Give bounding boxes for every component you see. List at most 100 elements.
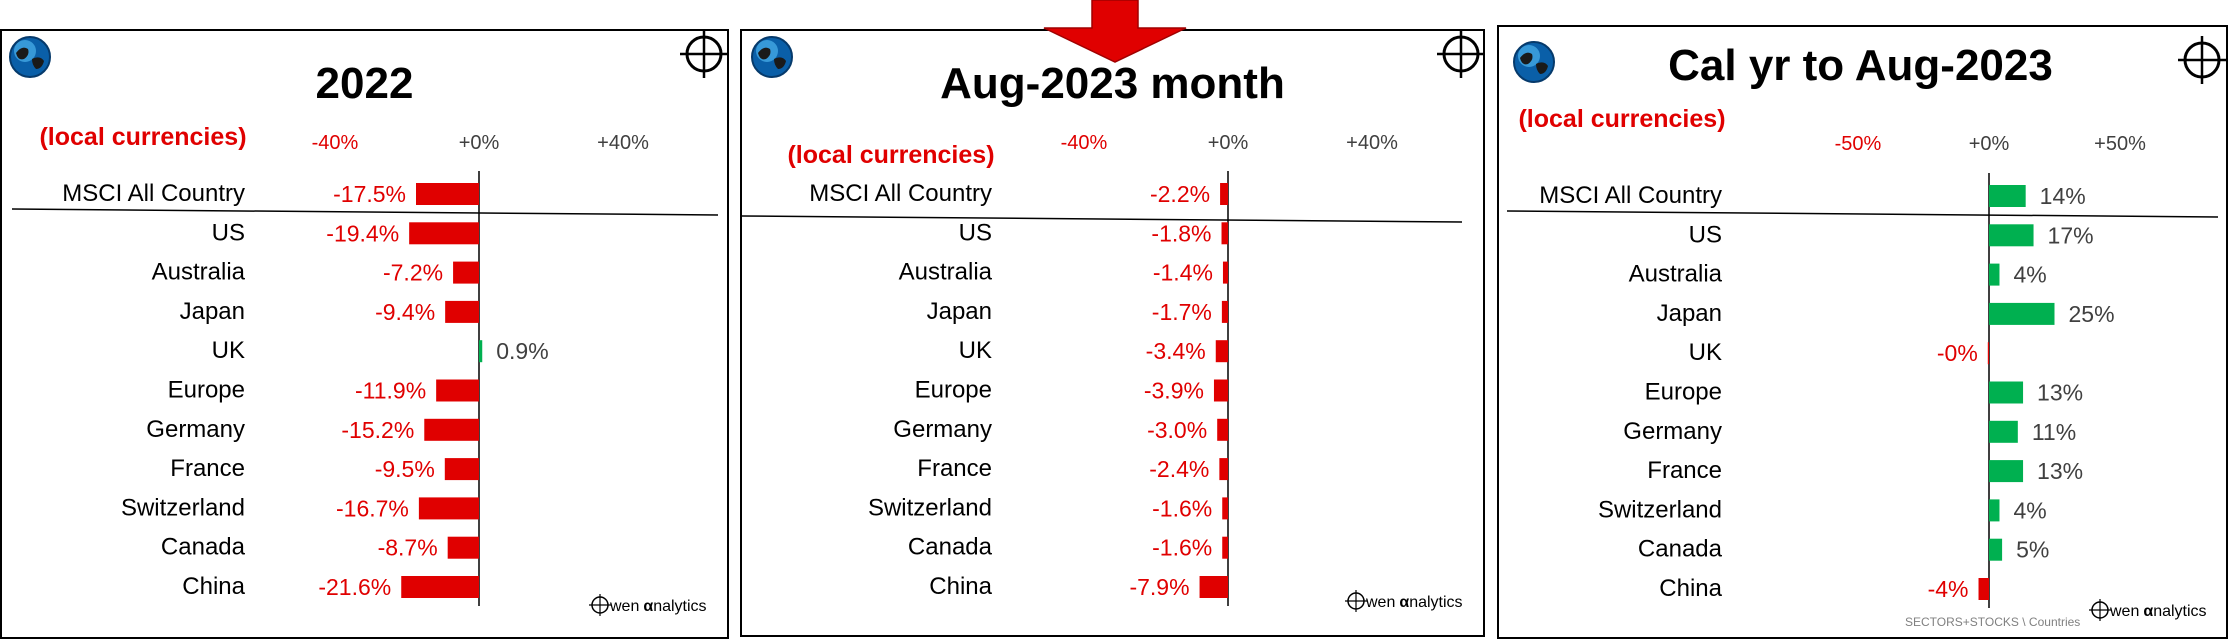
data-label: -11.9%: [355, 378, 426, 404]
category-label: China: [1659, 575, 1722, 602]
data-label: -17.5%: [333, 181, 406, 207]
bar: [1989, 302, 2055, 325]
data-label: -3.9%: [1144, 378, 1204, 404]
brand-alpha: α: [1399, 594, 1409, 611]
category-label: UK: [959, 337, 992, 364]
category-label: US: [959, 219, 992, 246]
data-label: -0%: [1937, 340, 1978, 366]
category-label: Australia: [152, 259, 246, 286]
bar: [1222, 497, 1228, 520]
data-label: 13%: [2037, 458, 2083, 484]
category-label: Germany: [146, 416, 245, 443]
category-label: Europe: [915, 377, 992, 404]
tick-label: +0%: [1208, 132, 1249, 154]
data-label: -9.4%: [375, 299, 435, 325]
bar: [424, 418, 479, 441]
bar: [409, 222, 479, 245]
bar: [1989, 420, 2018, 443]
bar: [1989, 185, 2026, 207]
category-label: UK: [1689, 339, 1722, 366]
data-label: -3.4%: [1146, 338, 1206, 364]
panel-frame: [740, 29, 1485, 637]
tick-label: -40%: [312, 132, 359, 154]
brand-name: wen αnalytics: [2109, 603, 2207, 620]
category-label: Switzerland: [1598, 496, 1722, 523]
crosshair-icon: [680, 30, 728, 78]
bar: [1199, 576, 1228, 598]
category-label: China: [929, 573, 992, 600]
brand-name-part: wen: [609, 598, 639, 615]
tick-label: +0%: [1969, 133, 2010, 155]
bar: [1989, 381, 2024, 404]
chart-title: Aug-2023 month: [940, 59, 1285, 108]
chart-title: Cal yr to Aug-2023: [1668, 41, 2053, 90]
brand-name-part: nalytics: [653, 598, 706, 615]
category-label: Europe: [1645, 379, 1722, 406]
bar: [1217, 418, 1228, 441]
brand-alpha: α: [2143, 603, 2153, 620]
data-label: -1.6%: [1152, 495, 1212, 521]
tick-label: -50%: [1835, 133, 1882, 155]
brand-name-part: nalytics: [1409, 594, 1462, 611]
panel-frame: [0, 29, 729, 639]
data-label: -7.2%: [383, 260, 443, 286]
brand-name-part: wen: [1365, 594, 1395, 611]
data-label: -16.7%: [336, 495, 409, 521]
bar: [1989, 224, 2034, 247]
data-label: -2.2%: [1150, 181, 1210, 207]
tick-label: +40%: [1346, 132, 1398, 154]
bar: [479, 340, 483, 363]
data-label: -8.7%: [378, 535, 438, 561]
tick-label: +40%: [597, 132, 649, 154]
subtitle-local-currencies: (local currencies): [1518, 105, 1725, 133]
category-label: Europe: [168, 377, 245, 404]
data-label: -15.2%: [341, 417, 414, 443]
data-label: -7.9%: [1129, 574, 1189, 600]
data-label: -1.6%: [1152, 535, 1212, 561]
bar: [436, 379, 479, 402]
category-label: Canada: [908, 534, 993, 561]
separator-line: [741, 215, 1463, 223]
category-label: China: [182, 573, 245, 600]
brand-logo: wen αnalytics: [589, 594, 707, 616]
category-label: Japan: [1657, 300, 1722, 327]
data-label: 5%: [2016, 537, 2049, 563]
data-label: 25%: [2069, 301, 2115, 327]
category-label: Japan: [180, 298, 245, 325]
tick-label: -40%: [1061, 132, 1108, 154]
tick-label: +0%: [459, 132, 500, 154]
category-label: Germany: [1623, 418, 1722, 445]
bar: [418, 497, 479, 520]
tick-label: +50%: [2094, 133, 2146, 155]
bar: [1989, 263, 2000, 286]
data-label: -1.7%: [1152, 299, 1212, 325]
bar: [1215, 340, 1228, 363]
chart-panel-1: 2022 (local currencies) -40% +0% +40% MSCI Al…: [0, 29, 729, 639]
globe-icon: [9, 36, 51, 78]
data-label: 11%: [2032, 419, 2076, 445]
bar: [444, 458, 479, 481]
data-label: -21.6%: [318, 574, 391, 600]
bar: [401, 576, 479, 598]
bar: [1221, 222, 1228, 245]
category-label: Canada: [161, 534, 246, 561]
data-label: -1.4%: [1153, 260, 1213, 286]
bar: [416, 183, 479, 205]
globe-icon: [751, 36, 793, 78]
brand-name-part: wen: [2109, 603, 2139, 620]
bar: [445, 300, 479, 323]
panel-frame: [1497, 25, 2228, 639]
brand-alpha: α: [643, 598, 653, 615]
bar: [447, 536, 479, 559]
separator-line: [1506, 210, 2219, 218]
data-label: -4%: [1928, 576, 1969, 602]
data-label: 14%: [2040, 183, 2086, 209]
brand-name-part: nalytics: [2153, 603, 2206, 620]
separator-line: [11, 208, 719, 216]
brand-name: wen αnalytics: [1365, 594, 1463, 611]
bar: [1213, 379, 1228, 402]
chart-panel-2: Aug-2023 month (local currencies) -40% +0% +…: [740, 29, 1485, 637]
bar: [1222, 536, 1228, 559]
